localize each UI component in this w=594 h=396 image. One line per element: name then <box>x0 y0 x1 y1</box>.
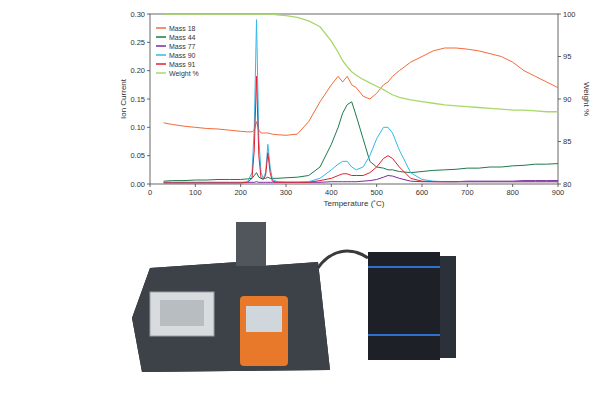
series-group <box>164 14 558 183</box>
plot-frame <box>150 14 558 184</box>
ms-stripe <box>368 334 440 336</box>
y2-tick <box>558 14 561 15</box>
control-panel <box>240 296 288 366</box>
legend-label: Weight % <box>169 70 199 78</box>
y-tick-label: 0.10 <box>130 123 145 132</box>
x-tick-label: 900 <box>552 188 565 197</box>
y-tick-label: 0.00 <box>130 180 145 189</box>
y-tick <box>147 42 150 43</box>
y2-axis-title: Weight % <box>582 82 591 116</box>
legend-swatch <box>156 45 166 47</box>
y-tick <box>147 184 150 185</box>
mass-spectrometer <box>368 252 440 360</box>
x-tick-label: 800 <box>506 188 519 197</box>
series-line <box>164 14 558 112</box>
y-tick <box>147 127 150 128</box>
x-tick-label: 100 <box>189 188 202 197</box>
series-line <box>164 76 558 183</box>
y-axis-title: Ion Current <box>119 78 128 119</box>
x-tick <box>376 184 377 187</box>
y2-tick-label: 80 <box>563 180 571 189</box>
y2-tick <box>558 141 561 142</box>
x-tick <box>240 184 241 187</box>
y2-tick-label: 90 <box>563 95 571 104</box>
y2-tick <box>558 184 561 185</box>
ms-side <box>440 256 456 358</box>
series-line <box>164 48 558 135</box>
x-tick-label: 200 <box>234 188 247 197</box>
furnace <box>236 222 266 266</box>
series-line <box>164 102 558 181</box>
y-tick <box>147 99 150 100</box>
legend-swatch <box>156 36 166 38</box>
series-line <box>164 20 558 183</box>
x-tick-label: 0 <box>148 188 152 197</box>
y2-tick-label: 95 <box>563 52 571 61</box>
x-tick <box>422 184 423 187</box>
y2-tick-label: 100 <box>563 10 576 19</box>
analyzer-body <box>132 226 330 372</box>
x-axis-title: Temperature (˚C) <box>324 199 385 208</box>
legend-swatch <box>156 27 166 29</box>
y2-tick <box>558 56 561 57</box>
ms-stripe <box>368 266 440 268</box>
legend-swatch <box>156 63 166 65</box>
transfer-line <box>318 251 368 268</box>
x-tick <box>512 184 513 187</box>
x-tick-label: 400 <box>325 188 338 197</box>
y-tick-label: 0.15 <box>130 95 145 104</box>
legend-label: Mass 44 <box>169 34 196 41</box>
y2-tick <box>558 99 561 100</box>
y-tick <box>147 14 150 15</box>
x-tick-label: 500 <box>370 188 383 197</box>
figure: 0 100 200 300 400 500 600 700 800 900 0.00 0.05 0.10… <box>0 0 594 396</box>
y-tick-label: 0.30 <box>130 10 145 19</box>
y-tick-label: 0.20 <box>130 66 145 75</box>
x-tick <box>467 184 468 187</box>
y-tick <box>147 70 150 71</box>
x-tick <box>195 184 196 187</box>
autosampler <box>150 292 214 336</box>
touch-screen <box>246 306 282 332</box>
legend-label: Mass 90 <box>169 52 196 59</box>
legend-swatch <box>156 72 166 74</box>
x-tick <box>558 184 559 187</box>
x-tick <box>331 184 332 187</box>
x-tick <box>286 184 287 187</box>
legend-label: Mass 77 <box>169 43 196 50</box>
legend-label: Mass 18 <box>169 25 196 32</box>
y-tick <box>147 155 150 156</box>
sample-tray <box>160 300 204 326</box>
legend-swatch <box>156 54 166 56</box>
x-tick-label: 600 <box>416 188 429 197</box>
x-tick-label: 300 <box>280 188 293 197</box>
analyzer-panel <box>132 262 330 372</box>
y-tick-label: 0.25 <box>130 38 145 47</box>
legend-label: Mass 91 <box>169 61 196 68</box>
y-tick-label: 0.05 <box>130 151 145 160</box>
x-tick-label: 700 <box>461 188 474 197</box>
instrument-illustration <box>132 222 456 372</box>
x-tick <box>150 184 151 187</box>
y2-tick-label: 85 <box>563 137 571 146</box>
